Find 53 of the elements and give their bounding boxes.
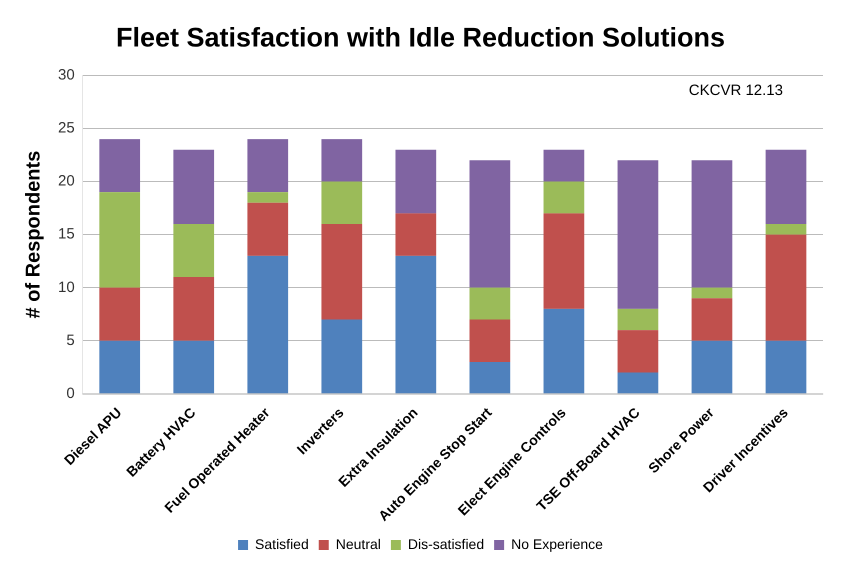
bar (766, 150, 806, 224)
bar (395, 256, 436, 394)
bar (544, 308, 584, 394)
bar (692, 340, 732, 394)
bar (247, 202, 288, 256)
bar (618, 372, 658, 394)
bar (766, 234, 806, 341)
annotation: CKCVR 12.13 (688, 82, 783, 100)
bar (321, 139, 362, 182)
bar (99, 139, 140, 192)
bar (618, 308, 658, 330)
bar (247, 139, 288, 192)
bar (321, 182, 362, 224)
bar (470, 319, 510, 362)
bar (99, 192, 140, 288)
bar (766, 340, 806, 394)
y-tick-label: 15 (58, 226, 75, 243)
bar (173, 340, 214, 394)
bar (173, 150, 214, 224)
bar (99, 288, 140, 341)
bar (692, 298, 732, 341)
bar (173, 224, 214, 278)
legend-label: Neutral (336, 536, 381, 552)
y-tick-label: 0 (66, 384, 75, 402)
bar (395, 150, 436, 214)
bar (470, 362, 510, 394)
bar (247, 256, 288, 394)
y-tick-label: 10 (58, 278, 75, 296)
y-tick-label: 25 (58, 120, 75, 137)
bar (99, 340, 140, 394)
chart-title: Fleet Satisfaction with Idle Reduction Solutions (116, 22, 726, 53)
bar (470, 288, 510, 320)
bar (173, 277, 214, 341)
bar (247, 192, 288, 203)
bar (544, 213, 584, 309)
bar (766, 224, 806, 235)
legend-label: Satisfied (255, 536, 309, 552)
y-tick-label: 20 (58, 172, 75, 190)
y-tick-label: 30 (58, 66, 75, 84)
legend-label: No Experience (511, 536, 604, 552)
y-tick-label: 5 (66, 332, 75, 349)
bar (618, 160, 658, 309)
bar (692, 160, 732, 288)
bar (544, 182, 584, 214)
bar (395, 213, 436, 256)
bar (321, 319, 362, 394)
bar (618, 330, 658, 373)
bar (544, 150, 584, 182)
legend-label: Dis-satisfied (408, 536, 484, 552)
bar (692, 288, 732, 298)
bar (470, 160, 510, 288)
bar (321, 224, 362, 320)
y-axis-title: # of Respondents (22, 150, 45, 318)
